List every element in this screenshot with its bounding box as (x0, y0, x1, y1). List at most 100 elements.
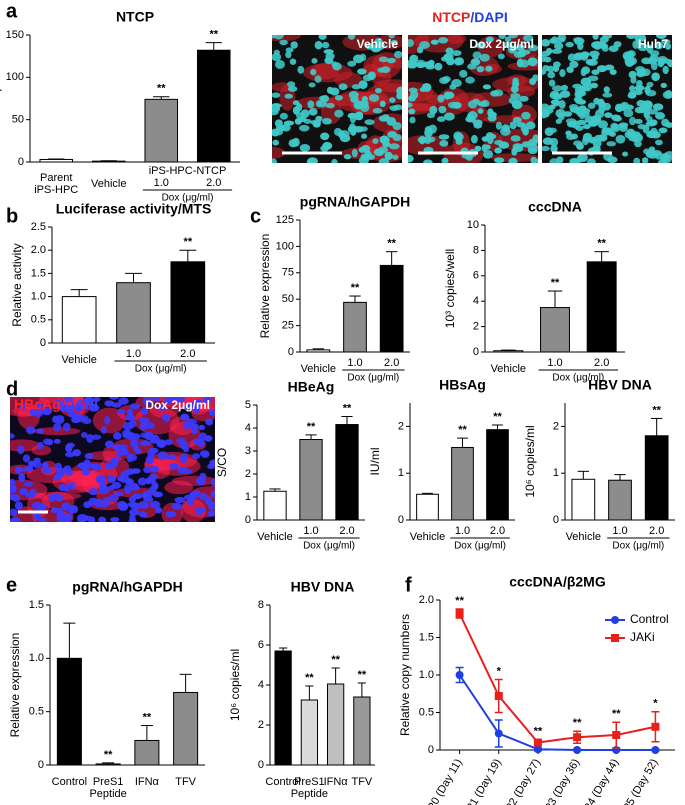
nucleus (642, 124, 650, 134)
nucleus (589, 146, 599, 153)
y-tick-label: 2.0 (31, 244, 46, 256)
nucleus (19, 487, 29, 495)
nucleus (485, 65, 493, 72)
nucleus (108, 494, 119, 502)
nucleus (320, 132, 330, 141)
nucleus (190, 427, 198, 435)
nucleus (409, 54, 419, 63)
nucleus (14, 466, 23, 474)
y-tick-label: 1.0 (29, 652, 44, 664)
nucleus (542, 145, 550, 152)
nucleus (573, 140, 583, 147)
bar (486, 429, 509, 521)
significance: ** (209, 29, 218, 41)
nucleus (311, 58, 318, 64)
nucleus (58, 483, 66, 492)
nucleus (453, 132, 464, 141)
nucleus (374, 38, 383, 46)
nucleus (275, 127, 284, 136)
nucleus (10, 517, 21, 522)
nucleus (314, 75, 322, 83)
nucleus (45, 439, 54, 446)
bar (540, 307, 570, 353)
nucleus (552, 99, 561, 107)
nucleus (98, 487, 108, 493)
nucleus (10, 433, 15, 439)
y-tick-label: 2.0 (419, 594, 434, 606)
nucleus (329, 87, 340, 96)
group-label: Dox (μg/ml) (162, 193, 214, 204)
nucleus (347, 60, 357, 67)
nucleus (634, 35, 643, 42)
nucleus (474, 145, 482, 152)
nucleus (321, 41, 330, 49)
y-tick-label: 1 (245, 491, 251, 503)
significance: * (653, 698, 658, 710)
nucleus (35, 401, 43, 410)
nucleus (199, 450, 208, 457)
nucleus (110, 456, 120, 465)
nucleus (106, 475, 117, 483)
nucleus (655, 139, 663, 146)
nucleus (104, 416, 111, 425)
nucleus (272, 158, 278, 163)
nucleus (598, 134, 608, 142)
nucleus (628, 70, 637, 79)
stain: /DAPI (470, 9, 507, 25)
nucleus (408, 154, 414, 163)
significance: ** (184, 236, 193, 248)
nucleus (654, 42, 664, 50)
bar (608, 479, 632, 521)
y-tick-label: 2 (398, 420, 404, 432)
nucleus (393, 50, 402, 59)
nucleus (372, 107, 383, 114)
nucleus (38, 517, 47, 522)
bar (116, 282, 151, 344)
y-axis-label: Relative expression (258, 234, 272, 339)
nucleus (308, 82, 316, 88)
nucleus (561, 84, 569, 91)
nucleus (148, 447, 159, 454)
y-tick-label: 2.5 (31, 221, 46, 233)
stain: HBcAg (14, 396, 61, 412)
nucleus (343, 154, 352, 160)
bar (61, 296, 97, 344)
nucleus (272, 53, 282, 62)
nucleus (557, 112, 565, 121)
group-label: Dox (μg/ml) (135, 364, 187, 375)
nucleus (486, 133, 497, 140)
nucleus (164, 439, 173, 446)
micrograph (10, 397, 215, 522)
nucleus (183, 446, 190, 453)
nucleus (479, 53, 490, 62)
nucleus (207, 501, 215, 510)
micrograph-title: HBcAg/DAPI (14, 396, 98, 412)
significance: * (497, 665, 502, 677)
nucleus (592, 35, 599, 40)
x-tick-label: Vehicle (257, 531, 292, 543)
nucleus (285, 51, 292, 59)
nucleus (308, 108, 318, 116)
y-tick-label: 1 (553, 467, 559, 479)
y-tick-label: 100 (6, 71, 24, 83)
y-tick-label: 8 (473, 244, 479, 256)
nucleus (634, 118, 643, 124)
nucleus (606, 141, 617, 147)
nucleus (528, 44, 538, 52)
significance: ** (358, 669, 367, 681)
point (573, 733, 582, 742)
nucleus (83, 397, 94, 405)
nucleus (111, 481, 122, 489)
significance: ** (597, 238, 606, 250)
y-tick-label: 0 (553, 514, 559, 526)
x-tick-label: 1.0 (347, 357, 362, 369)
chart-title: cccDNA/β2MG (509, 574, 606, 590)
nucleus (647, 150, 659, 159)
nucleus (64, 397, 74, 403)
nucleus (18, 473, 26, 482)
y-tick-label: 3 (245, 445, 251, 457)
point (651, 746, 660, 754)
nucleus (447, 101, 458, 109)
nucleus (472, 51, 482, 59)
nucleus (636, 80, 643, 87)
